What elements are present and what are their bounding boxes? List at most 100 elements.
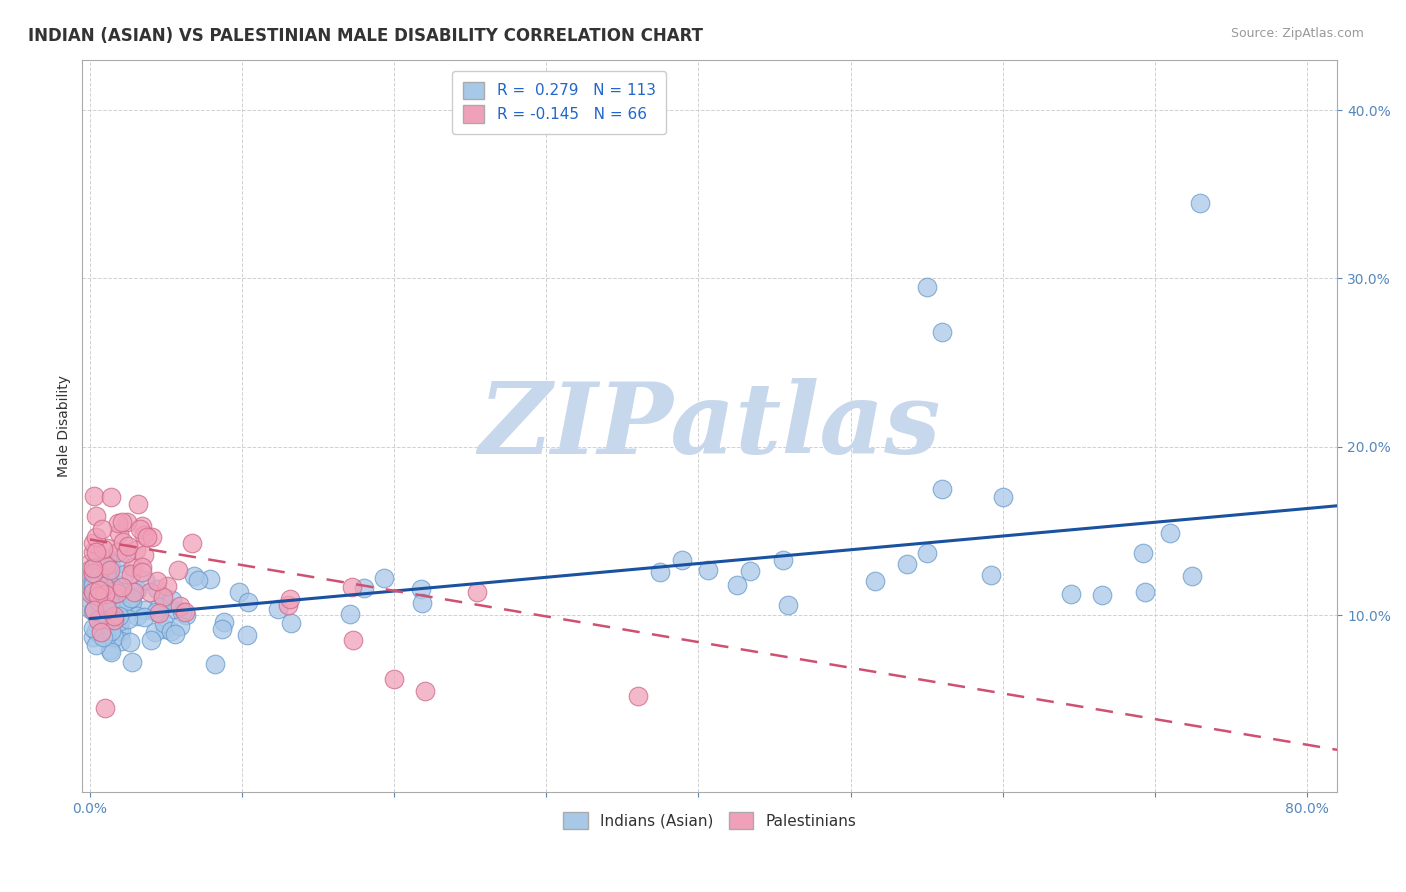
Point: [342, 633, 364, 648]
Point: [108, 605, 131, 619]
Point: [120, 566, 142, 581]
Point: [87, 613, 110, 627]
Point: [145, 606, 167, 620]
Point: [267, 602, 290, 616]
Point: [87, 578, 110, 592]
Point: [89, 620, 111, 634]
Point: [103, 589, 125, 603]
Point: [143, 625, 166, 640]
Point: [120, 588, 142, 602]
Point: [141, 530, 163, 544]
Point: [409, 582, 432, 597]
Point: [176, 607, 198, 622]
Point: [103, 609, 125, 624]
Point: [1091, 589, 1114, 603]
Point: [148, 606, 170, 620]
Point: [626, 689, 648, 703]
Point: [132, 609, 155, 624]
Point: [160, 593, 183, 607]
Point: [353, 581, 375, 595]
Point: [110, 614, 132, 628]
Point: [118, 635, 141, 649]
Point: [94, 595, 117, 609]
Point: [915, 546, 938, 560]
Point: [382, 672, 405, 686]
Point: [96, 582, 118, 597]
Point: [83, 603, 105, 617]
Point: [198, 572, 221, 586]
Point: [108, 608, 131, 623]
Point: [776, 598, 799, 612]
Point: [162, 601, 184, 615]
Point: [931, 482, 953, 496]
Point: [98, 563, 121, 577]
Point: [82, 566, 104, 580]
Point: [82, 585, 104, 599]
Point: [94, 630, 117, 644]
Text: ZIPatlas: ZIPatlas: [478, 377, 941, 474]
Point: [87, 569, 110, 583]
Point: [100, 624, 122, 638]
Point: [650, 565, 672, 579]
Point: [101, 575, 124, 590]
Point: [91, 542, 114, 557]
Point: [127, 609, 149, 624]
Point: [111, 515, 134, 529]
Point: [93, 580, 115, 594]
Point: [212, 615, 235, 629]
Point: [98, 596, 121, 610]
Point: [107, 545, 129, 559]
Point: [86, 571, 108, 585]
Point: [90, 624, 112, 639]
Point: [94, 615, 117, 630]
Point: [153, 622, 176, 636]
Point: [117, 593, 139, 607]
Point: [127, 582, 149, 597]
Point: [82, 621, 104, 635]
Point: [152, 592, 174, 607]
Point: [87, 583, 110, 598]
Point: [108, 557, 131, 571]
Point: [107, 516, 129, 531]
Point: [211, 622, 233, 636]
Y-axis label: Male Disability: Male Disability: [58, 375, 72, 477]
Point: [115, 515, 138, 529]
Point: [111, 584, 134, 599]
Point: [125, 543, 148, 558]
Point: [87, 624, 110, 639]
Point: [100, 596, 122, 610]
Point: [86, 588, 108, 602]
Point: [697, 563, 720, 577]
Point: [84, 530, 107, 544]
Point: [107, 525, 129, 540]
Point: [98, 643, 121, 657]
Point: [183, 568, 205, 582]
Point: [156, 579, 179, 593]
Point: [152, 591, 174, 605]
Point: [131, 560, 153, 574]
Point: [110, 624, 132, 638]
Point: [84, 545, 107, 559]
Point: [238, 595, 260, 609]
Point: [94, 558, 117, 573]
Point: [96, 552, 118, 566]
Point: [114, 566, 136, 581]
Point: [86, 556, 108, 570]
Point: [132, 548, 155, 562]
Point: [1132, 546, 1154, 560]
Point: [181, 535, 204, 549]
Point: [112, 534, 135, 549]
Point: [122, 585, 145, 599]
Point: [1159, 526, 1181, 541]
Point: [280, 616, 302, 631]
Point: [87, 594, 110, 608]
Point: [83, 489, 105, 503]
Point: [91, 522, 114, 536]
Point: [105, 586, 128, 600]
Point: [228, 585, 250, 599]
Point: [1133, 584, 1156, 599]
Point: [87, 589, 110, 603]
Point: [153, 615, 176, 630]
Point: [82, 578, 104, 592]
Point: [117, 612, 139, 626]
